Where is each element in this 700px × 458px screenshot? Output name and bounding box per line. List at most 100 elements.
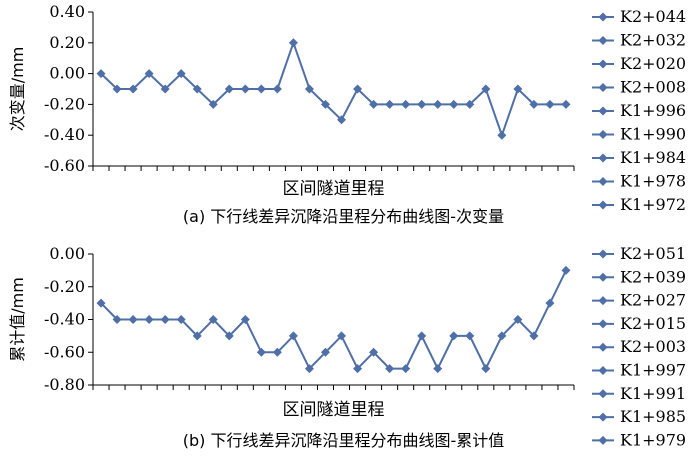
data-point <box>433 364 443 374</box>
data-point <box>545 99 555 109</box>
data-point <box>337 115 347 125</box>
legend-marker <box>598 177 608 186</box>
data-point <box>449 331 459 341</box>
data-point <box>417 331 427 341</box>
legend-marker <box>598 412 608 422</box>
data-point <box>304 364 314 374</box>
data-point <box>208 99 218 109</box>
legend-label: K2+027 <box>620 291 686 310</box>
legend-marker <box>598 366 608 375</box>
legend-marker <box>598 249 608 259</box>
legend-label: K2+044 <box>620 7 686 26</box>
data-point <box>208 315 218 324</box>
data-point <box>561 265 571 275</box>
data-point <box>465 99 475 109</box>
data-point <box>320 347 330 357</box>
data-point <box>96 69 106 79</box>
legend-label: K1+990 <box>620 125 686 144</box>
data-point <box>160 84 170 94</box>
y-tick-label: 0.40 <box>49 2 85 21</box>
legend-marker <box>598 435 608 445</box>
series-line <box>100 39 566 139</box>
chart-caption: (b) 下行线差异沉降沿里程分布曲线图-累计值 <box>183 431 505 450</box>
data-point <box>433 99 443 109</box>
legend-marker <box>598 342 608 352</box>
legend-label: K2+015 <box>620 314 686 333</box>
data-point <box>256 84 266 94</box>
y-tick-label: -0.20 <box>44 94 85 113</box>
data-point <box>449 99 459 109</box>
legend-label: K1+979 <box>620 430 686 449</box>
series-line <box>100 269 567 371</box>
data-point <box>497 331 507 341</box>
x-axis-label: 区间隧道里程 <box>283 179 385 199</box>
chart-1: 0.00 -0.20 -0.40 -0.60 -0.80 累计值/mm 区间隧道里程 (b) … <box>8 244 686 450</box>
y-tick-label: -0.40 <box>44 310 85 329</box>
data-point <box>337 331 347 341</box>
legend-label: K1+997 <box>620 361 686 380</box>
data-point <box>513 315 523 324</box>
data-point <box>256 347 266 357</box>
legend-marker <box>598 130 608 139</box>
legend-label: K1+984 <box>620 148 686 167</box>
legend-label: K2+051 <box>620 244 686 263</box>
data-point <box>224 84 234 94</box>
data-point <box>272 84 282 94</box>
data-point <box>144 69 154 79</box>
data-point <box>176 315 186 324</box>
data-point <box>176 69 186 79</box>
legend-label: K1+972 <box>620 195 686 214</box>
y-tick-label: 0.00 <box>49 244 85 263</box>
y-tick-label: -0.20 <box>44 277 85 296</box>
data-point <box>96 298 106 308</box>
data-point <box>369 99 379 109</box>
data-point <box>240 84 250 94</box>
data-point <box>353 364 363 374</box>
data-point <box>481 84 491 94</box>
legend-label: K2+032 <box>620 31 686 50</box>
data-point <box>561 99 571 109</box>
data-point <box>160 315 170 324</box>
data-point <box>128 315 138 324</box>
legend-marker <box>598 153 608 163</box>
legend-label: K1+985 <box>620 407 686 426</box>
data-point <box>320 99 330 109</box>
legend-marker <box>598 200 608 210</box>
y-tick-label: -0.60 <box>44 156 85 175</box>
y-axis-label: 次变量/mm <box>8 47 27 132</box>
data-point <box>385 364 395 374</box>
y-tick-label: 0.20 <box>49 33 85 52</box>
y-tick-label: 0.00 <box>49 64 85 83</box>
data-point <box>288 38 298 48</box>
data-point <box>112 315 122 324</box>
data-point <box>353 84 363 94</box>
legend-marker <box>598 83 608 92</box>
data-point <box>224 331 234 341</box>
data-point <box>481 364 491 374</box>
data-point <box>465 331 475 341</box>
data-point <box>545 298 555 308</box>
legend-label: K2+020 <box>620 54 686 73</box>
data-point <box>144 315 154 324</box>
data-point <box>529 331 539 341</box>
legend-label: K2+039 <box>620 267 686 286</box>
legend-marker <box>598 389 608 399</box>
data-point <box>417 99 427 109</box>
data-point <box>272 347 282 357</box>
data-point <box>192 331 202 341</box>
data-point <box>513 84 523 94</box>
legend-marker <box>598 319 608 329</box>
y-tick-label: -0.80 <box>44 375 85 394</box>
data-point <box>497 130 507 140</box>
legend-marker <box>598 296 608 306</box>
data-point <box>192 84 202 94</box>
legend: K2+044 K2+032 K2+020 K2+008 K1+996 K1+990 K1+9… <box>592 7 686 214</box>
legend-label: K1+991 <box>620 384 686 403</box>
legend-marker <box>598 272 608 282</box>
data-point <box>401 99 411 109</box>
data-point <box>304 84 314 94</box>
data-point <box>288 331 298 341</box>
legend-label: K2+003 <box>620 337 686 356</box>
data-point <box>369 347 379 357</box>
